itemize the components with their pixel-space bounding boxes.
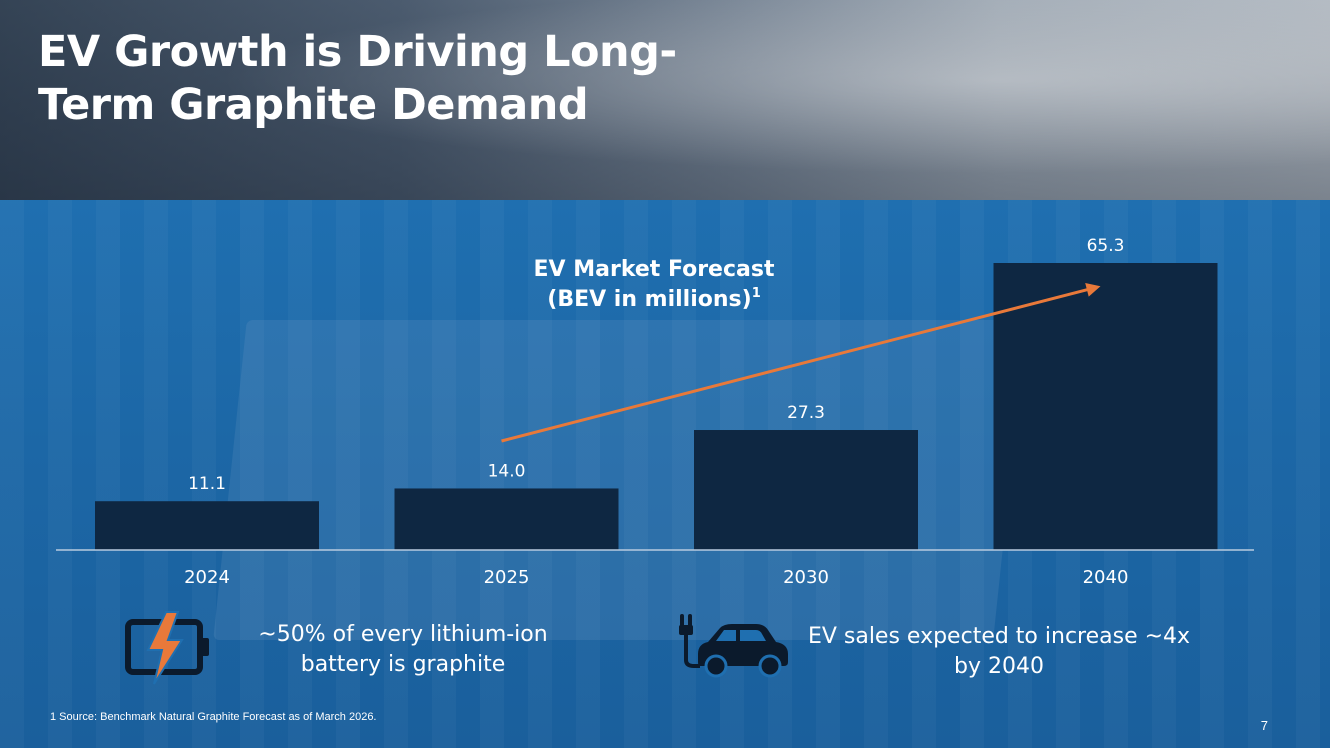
bar-2024 bbox=[95, 501, 319, 550]
page-number: 7 bbox=[1260, 718, 1268, 733]
value-label-2040: 65.3 bbox=[1087, 236, 1125, 256]
bar-2025 bbox=[394, 488, 619, 550]
stat-graphite-share: ~50% of every lithium-ion battery is gra… bbox=[258, 622, 548, 677]
value-label-2025: 14.0 bbox=[488, 461, 526, 481]
value-label-2030: 27.3 bbox=[787, 403, 825, 423]
trend-arrow-line bbox=[501, 286, 1093, 443]
ev-market-chart: 11.1 2024 14.0 2025 27.3 2030 65.3 2040 EV Mark… bbox=[56, 236, 1254, 588]
battery-lightning-icon bbox=[124, 610, 214, 691]
stat-ev-sales-growth: EV sales expected to increase ~4x by 204… bbox=[807, 624, 1191, 679]
chart-title-footnote-marker: 1 bbox=[752, 286, 761, 301]
slide-title: EV Growth is Driving Long-Term Graphite … bbox=[38, 27, 677, 130]
bar-2030 bbox=[694, 430, 918, 550]
source-footnote: 1 Source: Benchmark Natural Graphite For… bbox=[50, 711, 377, 723]
chart-title: EV Market Forecast bbox=[534, 257, 775, 282]
chart-subtitle: (BEV in millions)1 bbox=[547, 286, 760, 312]
tick-label-2040: 2040 bbox=[1083, 567, 1129, 588]
trend-arrow-head bbox=[1085, 283, 1101, 297]
header-background-photo bbox=[0, 0, 1330, 200]
tick-label-2025: 2025 bbox=[484, 567, 530, 588]
tick-label-2030: 2030 bbox=[783, 567, 829, 588]
bar-2040 bbox=[993, 263, 1218, 550]
value-label-2024: 11.1 bbox=[188, 474, 226, 494]
tick-label-2024: 2024 bbox=[184, 567, 230, 588]
electric-car-icon bbox=[676, 610, 792, 683]
